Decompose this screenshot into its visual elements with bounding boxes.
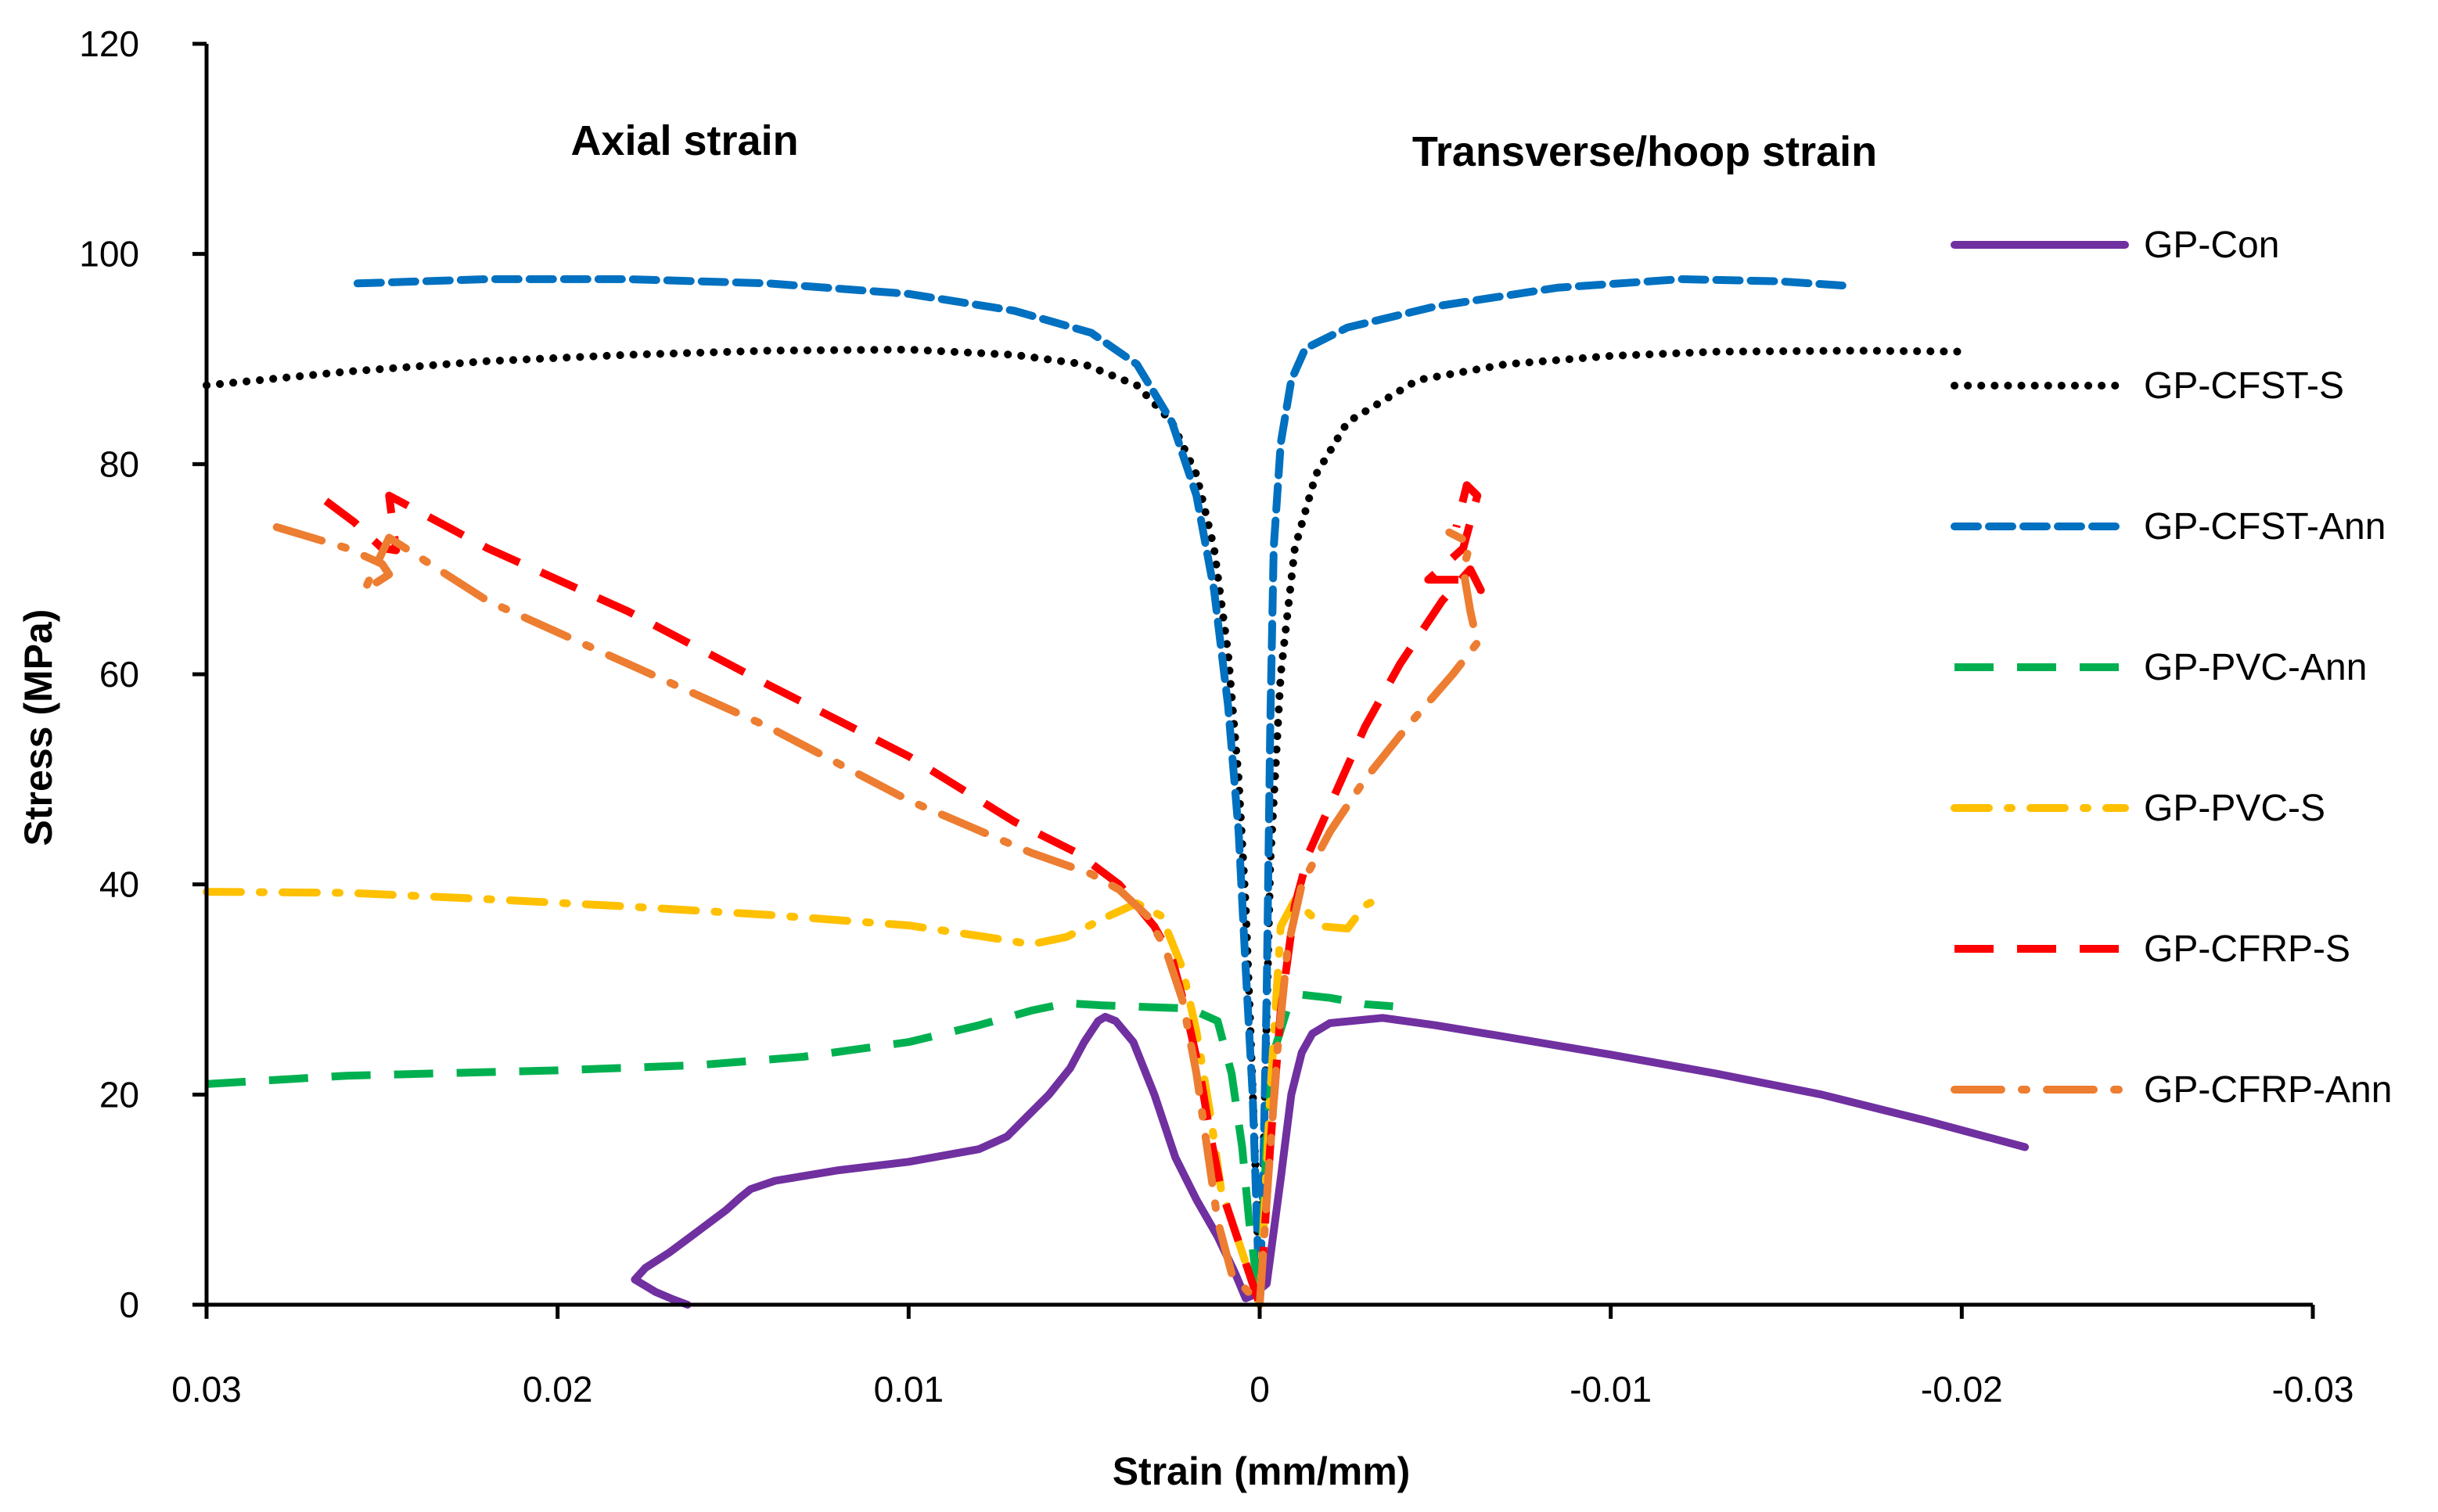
y-tick-label: 100 bbox=[79, 234, 139, 275]
series-line-gp-cfrp-ann bbox=[272, 523, 1482, 1309]
x-tick-label: 0 bbox=[1250, 1369, 1270, 1410]
legend: GP-Con GP-CFST-S GP-CFST-Ann GP-PVC-Ann GP-P… bbox=[1951, 224, 2392, 1111]
series-line-gp-con bbox=[631, 1012, 2030, 1309]
tick-label-layer: 0 20 40 60 80 100 120 0.03 0.02 0.01 0 -0.01 -0.02 -0… bbox=[79, 23, 2353, 1410]
legend-label-gp-pvc-ann: GP-PVC-Ann bbox=[2144, 647, 2367, 688]
x-axis-title: Strain (mm/mm) bbox=[1113, 1449, 1411, 1493]
y-tick-label: 0 bbox=[119, 1284, 139, 1325]
legend-label-gp-pvc-s: GP-PVC-S bbox=[2144, 788, 2325, 829]
legend-label-gp-con: GP-Con bbox=[2144, 224, 2279, 266]
series-line-gp-cfst-s bbox=[203, 345, 1973, 1309]
x-tick-label: -0.02 bbox=[1921, 1369, 2003, 1410]
annotation-axial-strain: Axial strain bbox=[570, 117, 798, 164]
y-axis-title: Stress (MPa) bbox=[16, 609, 60, 846]
y-tick-label: 120 bbox=[79, 23, 139, 64]
x-tick-label: 0.01 bbox=[874, 1369, 944, 1410]
legend-label-gp-cfrp-ann: GP-CFRP-Ann bbox=[2144, 1069, 2392, 1111]
series-line-gp-pvc-s bbox=[203, 888, 1390, 1309]
legend-label-gp-cfst-s: GP-CFST-S bbox=[2144, 365, 2344, 407]
x-tick-label: -0.03 bbox=[2272, 1369, 2354, 1410]
annotation-transverse-hoop-strain: Transverse/hoop strain bbox=[1412, 128, 1877, 175]
series-layer bbox=[203, 275, 2030, 1309]
legend-label-gp-cfrp-s: GP-CFRP-S bbox=[2144, 928, 2350, 970]
series-line-gp-cfst-ann bbox=[353, 275, 1846, 1309]
y-tick-label: 80 bbox=[99, 444, 139, 484]
legend-label-gp-cfst-ann: GP-CFST-Ann bbox=[2144, 506, 2386, 548]
series-line-gp-pvc-ann bbox=[206, 990, 1393, 1309]
x-tick-label: -0.01 bbox=[1570, 1369, 1652, 1410]
y-tick-label: 40 bbox=[99, 864, 139, 905]
series-line-gp-cfrp-s bbox=[323, 481, 1485, 1309]
y-tick-label: 60 bbox=[99, 654, 139, 695]
y-tick-label: 20 bbox=[99, 1074, 139, 1115]
x-tick-label: 0.02 bbox=[523, 1369, 593, 1410]
axes-layer bbox=[192, 41, 2315, 1319]
x-tick-label: 0.03 bbox=[171, 1369, 242, 1410]
